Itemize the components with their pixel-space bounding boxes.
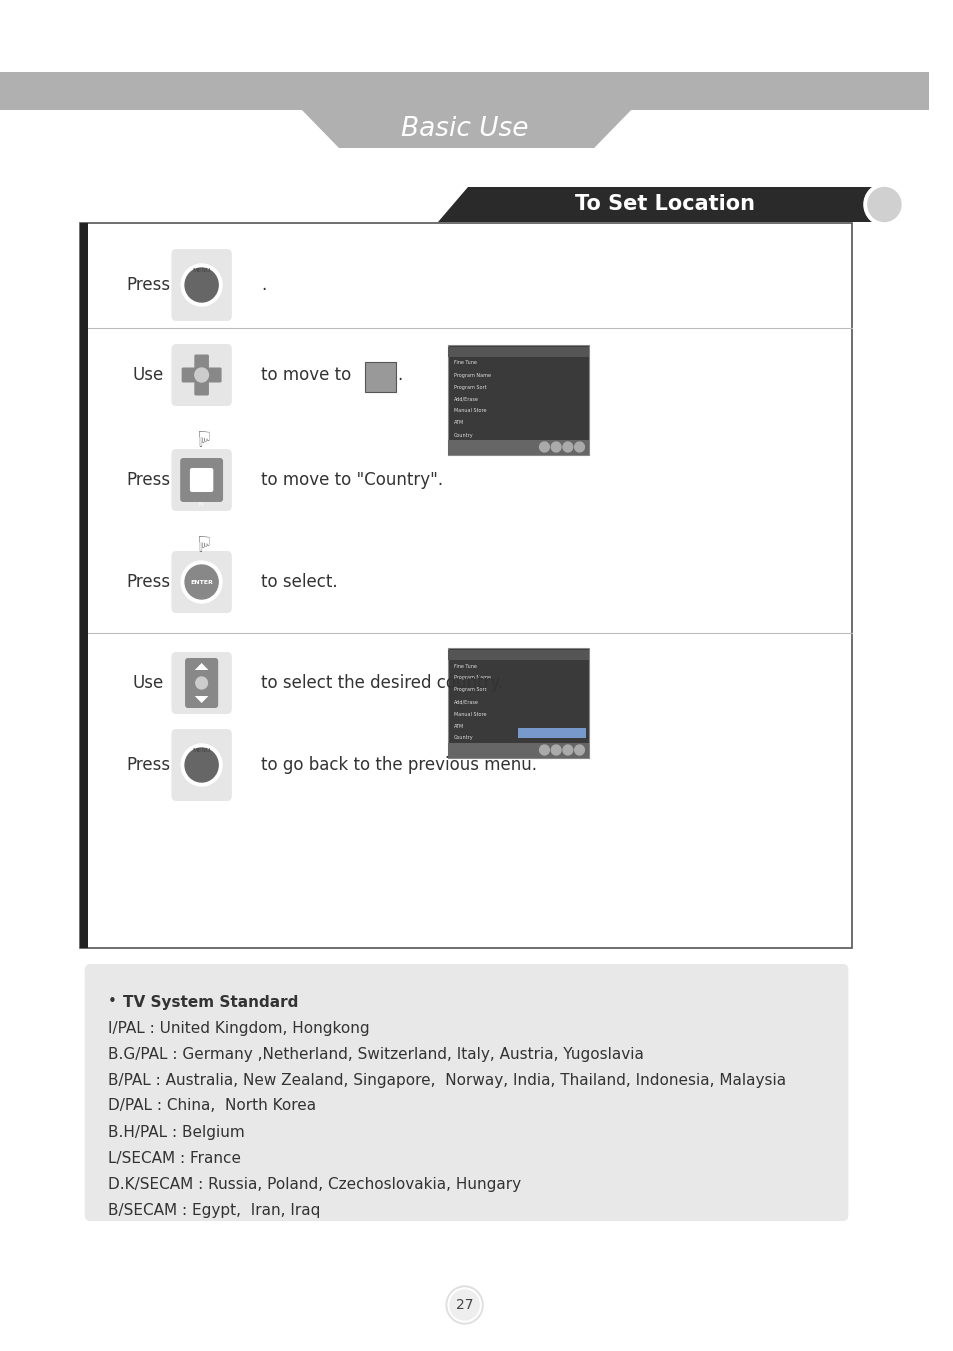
- Bar: [448, 743, 589, 758]
- Circle shape: [185, 565, 218, 598]
- FancyBboxPatch shape: [172, 449, 232, 511]
- Text: Use: Use: [132, 366, 164, 384]
- Circle shape: [450, 1290, 478, 1320]
- Text: ATM: ATM: [454, 420, 464, 426]
- Bar: [448, 648, 589, 758]
- FancyBboxPatch shape: [172, 345, 232, 407]
- Text: to select the desired country.: to select the desired country.: [261, 674, 502, 692]
- Bar: [80, 223, 88, 948]
- Text: Press: Press: [126, 573, 170, 590]
- Text: Press: Press: [126, 757, 170, 774]
- Text: Press: Press: [126, 471, 170, 489]
- FancyBboxPatch shape: [85, 965, 847, 1221]
- Text: Use: Use: [132, 674, 164, 692]
- Polygon shape: [194, 696, 208, 703]
- Text: M.: M.: [198, 503, 204, 508]
- Circle shape: [539, 442, 549, 453]
- Text: Basic Use: Basic Use: [400, 116, 528, 142]
- FancyBboxPatch shape: [365, 362, 396, 392]
- FancyBboxPatch shape: [172, 653, 232, 713]
- FancyBboxPatch shape: [181, 367, 221, 382]
- Text: 27: 27: [456, 1298, 473, 1312]
- Bar: [80, 223, 851, 948]
- Text: Program Name: Program Name: [454, 676, 491, 681]
- Bar: [448, 345, 589, 455]
- Circle shape: [562, 442, 572, 453]
- Text: ☝: ☝: [194, 426, 208, 444]
- Text: .: .: [261, 276, 266, 295]
- Circle shape: [446, 1286, 482, 1324]
- Circle shape: [181, 561, 222, 603]
- Circle shape: [867, 188, 900, 222]
- Circle shape: [562, 744, 572, 755]
- Text: I/PAL : United Kingdom, Hongkong: I/PAL : United Kingdom, Hongkong: [108, 1020, 370, 1035]
- Text: to move to: to move to: [261, 366, 351, 384]
- Circle shape: [574, 744, 584, 755]
- Text: Program Sort: Program Sort: [454, 688, 486, 693]
- Text: Program Name: Program Name: [454, 373, 491, 377]
- FancyBboxPatch shape: [172, 551, 232, 613]
- Text: ENTER: ENTER: [190, 580, 213, 585]
- Text: Press: Press: [126, 276, 170, 295]
- Circle shape: [539, 744, 549, 755]
- Circle shape: [195, 677, 207, 689]
- Polygon shape: [437, 186, 881, 222]
- Circle shape: [185, 748, 218, 782]
- Text: Fine Tune: Fine Tune: [454, 663, 476, 669]
- FancyBboxPatch shape: [172, 730, 232, 801]
- Text: Add/Erase: Add/Erase: [454, 700, 478, 704]
- Text: D/PAL : China,  North Korea: D/PAL : China, North Korea: [108, 1098, 315, 1113]
- Circle shape: [194, 367, 208, 382]
- FancyBboxPatch shape: [194, 354, 209, 396]
- Bar: [517, 728, 586, 738]
- Bar: [448, 650, 589, 661]
- Text: L/SECAM : France: L/SECAM : France: [108, 1151, 241, 1166]
- Bar: [0, 72, 928, 109]
- Text: Country: Country: [454, 432, 473, 438]
- Circle shape: [863, 184, 903, 226]
- Bar: [448, 347, 589, 357]
- Text: MENU: MENU: [193, 747, 211, 753]
- Text: ☝: ☝: [194, 530, 208, 550]
- Text: B.G/PAL : Germany ,Netherland, Switzerland, Italy, Austria, Yugoslavia: B.G/PAL : Germany ,Netherland, Switzerla…: [108, 1047, 643, 1062]
- Text: Add/Erase: Add/Erase: [454, 396, 478, 401]
- Text: •: •: [108, 994, 117, 1009]
- Text: to select.: to select.: [261, 573, 337, 590]
- Circle shape: [574, 442, 584, 453]
- Polygon shape: [302, 109, 631, 149]
- Text: B/PAL : Australia, New Zealand, Singapore,  Norway, India, Thailand, Indonesia, : B/PAL : Australia, New Zealand, Singapor…: [108, 1073, 785, 1088]
- Text: Country: Country: [454, 735, 473, 740]
- Text: MENU: MENU: [193, 267, 211, 273]
- Text: ATM: ATM: [454, 724, 464, 728]
- Polygon shape: [194, 663, 208, 670]
- Text: TV System Standard: TV System Standard: [123, 994, 297, 1009]
- Text: To Set Location: To Set Location: [574, 195, 754, 215]
- Circle shape: [551, 744, 560, 755]
- FancyBboxPatch shape: [172, 249, 232, 322]
- FancyBboxPatch shape: [190, 467, 213, 492]
- Circle shape: [448, 1288, 480, 1323]
- Text: B.H/PAL : Belgium: B.H/PAL : Belgium: [108, 1124, 245, 1139]
- Text: to move to "Country".: to move to "Country".: [261, 471, 443, 489]
- Bar: [448, 440, 589, 455]
- Text: .: .: [397, 366, 402, 384]
- FancyBboxPatch shape: [180, 458, 223, 503]
- Text: B/SECAM : Egypt,  Iran, Iraq: B/SECAM : Egypt, Iran, Iraq: [108, 1202, 320, 1217]
- Circle shape: [181, 744, 222, 786]
- Text: Fine Tune: Fine Tune: [454, 361, 476, 366]
- Circle shape: [185, 267, 218, 303]
- Text: Manual Store: Manual Store: [454, 712, 486, 716]
- FancyBboxPatch shape: [185, 658, 218, 708]
- Circle shape: [181, 263, 222, 305]
- Text: D.K/SECAM : Russia, Poland, Czechoslovakia, Hungary: D.K/SECAM : Russia, Poland, Czechoslovak…: [108, 1177, 520, 1192]
- Text: to go back to the previous menu.: to go back to the previous menu.: [261, 757, 537, 774]
- Circle shape: [551, 442, 560, 453]
- Text: Manual Store: Manual Store: [454, 408, 486, 413]
- Text: Program Sort: Program Sort: [454, 385, 486, 389]
